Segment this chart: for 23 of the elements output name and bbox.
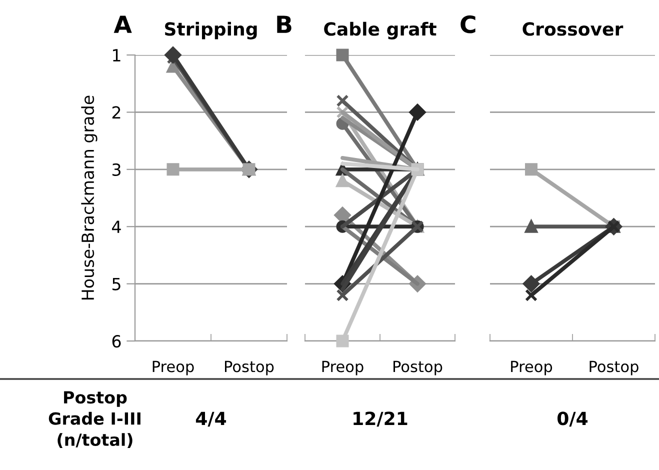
text: 4/4: [196, 412, 226, 427]
text: C: [460, 15, 476, 34]
text: A: [114, 16, 132, 33]
x-tick-label: Preop: [511, 360, 552, 376]
x-tick-label: Postop: [394, 360, 442, 376]
text: 12/21: [354, 412, 408, 427]
text: B: [277, 16, 292, 33]
y-tick-label: 2: [112, 106, 120, 119]
y-axis-title: House-Brackmann grade: [81, 96, 98, 300]
y-tick-label: 4: [112, 220, 121, 233]
text: Postop Grade I-III (n/total): [48, 391, 140, 448]
chart-title: Crossover: [522, 22, 624, 36]
chart-title: Cable graft: [324, 22, 436, 40]
y-tick-label: 1: [113, 49, 120, 62]
x-tick-label: Preop: [152, 360, 194, 376]
y-tick-label: 3: [112, 163, 120, 176]
x-tick-label: Postop: [225, 360, 274, 376]
y-tick-label: 6: [112, 334, 121, 348]
x-tick-label: Preop: [322, 360, 364, 376]
y-tick-label: 5: [112, 278, 120, 290]
chart-title: Stripping: [165, 22, 257, 40]
text: 0/4: [558, 412, 588, 427]
x-tick-label: Postop: [590, 360, 638, 376]
